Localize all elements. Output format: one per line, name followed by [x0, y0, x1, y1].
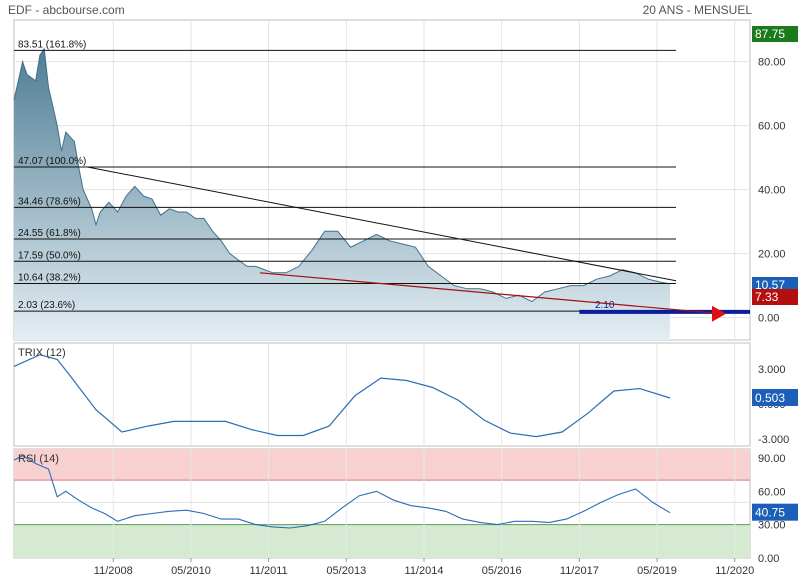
- rsi-badge-text: 40.75: [755, 506, 785, 520]
- trix-line: [13, 354, 671, 438]
- fibonacci-label: 10.64 (38.2%): [18, 273, 81, 284]
- fibonacci-label: 2.03 (23.6%): [18, 300, 75, 311]
- trix-badge-text: 0.503: [755, 391, 785, 405]
- x-tick-label: 05/2019: [637, 565, 677, 577]
- x-tick-label: 05/2010: [171, 565, 211, 577]
- chart-source-title: EDF - abcbourse.com: [8, 3, 125, 17]
- rsi-title: RSI (14): [18, 453, 59, 465]
- x-axis: 11/2008 05/2010 11/2011 05/2013 11/2014 05/20…: [94, 558, 754, 577]
- trix-y-tick-label: 3.000: [758, 364, 786, 376]
- rsi-y-tick-label: 0.00: [758, 553, 779, 565]
- x-tick-label: 11/2011: [250, 565, 288, 577]
- rsi-y-tick-label: 60.00: [758, 486, 786, 498]
- rsi-oversold-zone: [14, 524, 750, 558]
- chart-period-label: 20 ANS - MENSUEL: [642, 3, 752, 17]
- price-y-tick-label: 80.00: [758, 57, 786, 69]
- price-panel: 80.00 60.00 40.00 20.00 0.00 83.51 (161.8%) 47…: [13, 19, 798, 341]
- fibonacci-label: 47.07 (100.0%): [18, 156, 86, 167]
- fibonacci-label: 34.46 (78.6%): [18, 196, 81, 207]
- rsi-panel: 90.00 60.00 30.00 0.00 RSI (14) 40.75: [13, 448, 798, 565]
- trix-badge-bg: [752, 388, 798, 406]
- price-y-tick-label: 60.00: [758, 121, 786, 133]
- trendline-red: [259, 272, 723, 315]
- x-tick-label: 11/2014: [405, 565, 444, 577]
- trendline-black: [87, 166, 677, 282]
- price-y-tick-label: 0.00: [758, 313, 779, 325]
- rsi-overbought-zone: [14, 449, 750, 481]
- fibonacci-label: 17.59 (50.0%): [18, 250, 81, 261]
- trix-badge: 0.503: [752, 388, 798, 406]
- rsi-badge-bg: [752, 503, 798, 521]
- trix-title: TRIX (12): [18, 347, 66, 359]
- support-label: 2.10: [595, 300, 615, 311]
- price-y-tick-label: 40.00: [758, 185, 786, 197]
- price-badge: 7.33: [752, 289, 798, 305]
- x-tick-label: 05/2013: [326, 565, 366, 577]
- rsi-y-tick-label: 90.00: [758, 453, 786, 465]
- rsi-badge: 40.75: [752, 503, 798, 521]
- x-tick-label: 11/2008: [94, 565, 133, 577]
- rsi-y-tick-label: 30.00: [758, 520, 786, 532]
- x-tick-label: 05/2016: [482, 565, 522, 577]
- price-badge-bg: [752, 289, 798, 305]
- price-badge: 87.75: [752, 26, 798, 42]
- price-area: [14, 48, 670, 341]
- trix-frame: [13, 342, 751, 447]
- price-badge-text: 87.75: [755, 27, 785, 41]
- x-tick-label: 11/2017: [560, 565, 599, 577]
- fibonacci-label: 83.51 (161.8%): [18, 39, 86, 50]
- trix-y-tick-label: -3.000: [758, 434, 789, 446]
- trend-arrow: [712, 305, 726, 322]
- price-badge-bg: [752, 26, 798, 42]
- x-tick-label: 11/2020: [715, 565, 754, 577]
- price-badge-text: 10.57: [755, 278, 785, 292]
- price-y-tick-label: 20.00: [758, 249, 786, 261]
- fibonacci-label: 24.55 (61.8%): [18, 228, 81, 239]
- rsi-line: [13, 455, 671, 529]
- price-badge-text: 7.33: [755, 290, 779, 304]
